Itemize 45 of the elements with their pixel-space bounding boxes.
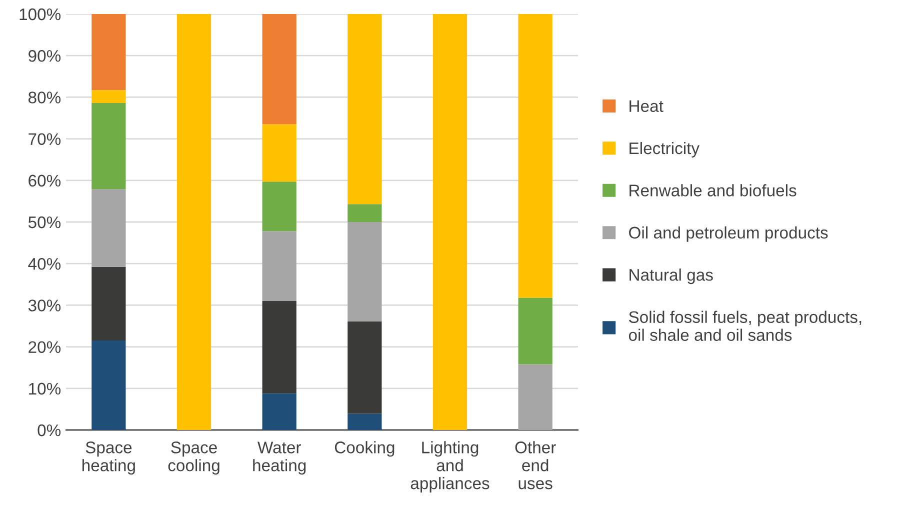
x-tick-label: Space cooling xyxy=(168,442,220,475)
legend-label: Renwable and biofuels xyxy=(630,184,796,196)
legend-label: Oil and petroleum products xyxy=(629,226,828,242)
legend-label: Electricity xyxy=(630,142,700,158)
legend-label: Heat xyxy=(630,100,664,112)
bar xyxy=(92,340,126,430)
legend-label: Solid fossil fuels, peat products, oil shale and oil sands xyxy=(628,310,862,341)
y-tick-label: 50% xyxy=(28,216,61,228)
x-tick-label: Space heating xyxy=(82,442,135,475)
y-tick-label: 40% xyxy=(28,258,61,270)
x-tick-label: Other end uses xyxy=(515,441,556,490)
bar xyxy=(518,14,552,298)
bar xyxy=(92,90,126,104)
legend-label: Natural gas xyxy=(630,268,713,284)
bar xyxy=(348,14,382,204)
y-tick-label: 90% xyxy=(28,50,61,62)
y-tick-label: 0% xyxy=(38,424,61,436)
y-tick-label: 10% xyxy=(29,382,61,395)
bar xyxy=(348,204,382,222)
bar xyxy=(262,301,296,394)
x-tick-label: Water heating xyxy=(253,442,306,475)
bar xyxy=(262,393,296,430)
x-tick-label: Lighting and appliances xyxy=(410,441,490,493)
bar xyxy=(262,124,296,182)
x-tick-label: Cooking xyxy=(334,441,394,457)
bar xyxy=(262,14,296,124)
bar xyxy=(348,222,382,322)
y-tick-label: 100% xyxy=(20,8,61,20)
bar xyxy=(432,14,468,430)
bar xyxy=(348,414,382,430)
bar xyxy=(262,231,296,302)
bar xyxy=(92,189,126,267)
bar xyxy=(348,321,382,414)
y-tick-label: 60% xyxy=(28,174,61,187)
y-tick-label: 80% xyxy=(28,92,61,104)
bar xyxy=(92,14,126,90)
bar xyxy=(92,103,126,190)
y-tick-label: 20% xyxy=(28,341,61,354)
bar xyxy=(262,182,296,232)
bar xyxy=(518,298,552,364)
y-tick-label: 30% xyxy=(28,300,61,312)
y-tick-label: 70% xyxy=(28,133,61,146)
bar xyxy=(176,14,212,430)
bar xyxy=(518,364,552,430)
bar xyxy=(92,266,126,341)
